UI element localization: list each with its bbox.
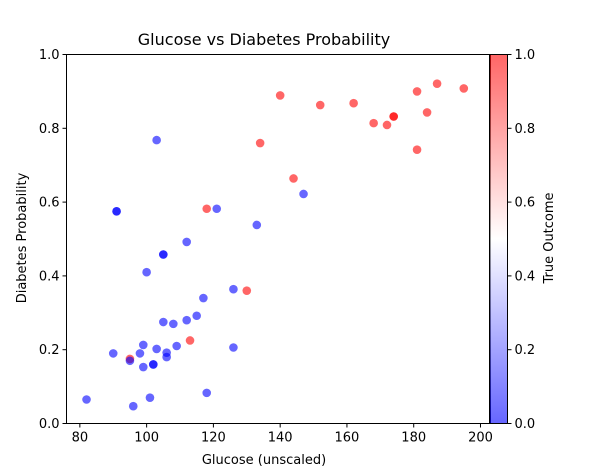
scatter-point [229, 343, 238, 352]
scatter-point [202, 204, 212, 214]
x-tick-label: 180 [401, 431, 426, 446]
x-tick-label: 80 [72, 431, 89, 446]
scatter-point [108, 349, 118, 358]
scatter-point [299, 189, 308, 199]
scatter-point [152, 344, 161, 354]
scatter-point [229, 284, 238, 294]
scatter-point [212, 204, 222, 214]
y-tick-label: 0.8 [39, 122, 60, 137]
scatter-point [128, 401, 138, 411]
colorbar-axis: 0.0 0.2 0.4 0.6 0.8 1.0 [507, 48, 536, 432]
colorbar-tick-label: 1.0 [515, 48, 536, 63]
scatter-point [82, 395, 91, 404]
scatter-point [185, 336, 195, 345]
scatter-point [135, 349, 145, 358]
y-tick-label: 0.2 [39, 343, 60, 358]
scatter-point [162, 348, 171, 357]
scatter-point [412, 87, 422, 96]
y-axis-label: Diabetes Probability [15, 172, 30, 303]
scatter-point [349, 98, 358, 108]
colorbar-tick-label: 0.2 [515, 343, 536, 358]
scatter-point [192, 311, 201, 321]
scatter-point [289, 174, 298, 183]
scatter-point [275, 91, 285, 100]
scatter-point [159, 250, 168, 259]
x-axis: 80 100 120 140 160 180 200 [72, 423, 493, 446]
scatter-point [422, 108, 432, 117]
scatter-point [432, 79, 442, 88]
scatter-point [202, 388, 212, 398]
colorbar-label: True Outcome [542, 192, 557, 284]
x-tick-label: 120 [201, 431, 226, 446]
scatter-point [142, 267, 151, 277]
scatter-point [172, 341, 181, 351]
y-tick-label: 0.0 [39, 417, 60, 432]
y-tick-label: 0.6 [39, 196, 60, 211]
scatter-point [145, 393, 155, 402]
colorbar-tick-label: 0.0 [515, 417, 536, 432]
y-tick-label: 0.4 [39, 269, 60, 284]
scatter-point [125, 356, 135, 366]
scatter-point [459, 84, 469, 93]
scatter-point [315, 100, 325, 110]
scatter-point [138, 340, 148, 350]
scatter-point [159, 317, 168, 327]
scatter-point [182, 315, 191, 325]
x-axis-label: Glucose (unscaled) [202, 453, 326, 468]
x-tick-label: 200 [468, 431, 493, 446]
scatter-point [149, 360, 158, 369]
scatter-point [242, 286, 252, 295]
colorbar-tick-label: 0.4 [515, 269, 536, 284]
chart-title: Glucose vs Diabetes Probability [138, 30, 390, 49]
scatter-point [412, 145, 422, 154]
x-tick-label: 100 [134, 431, 159, 446]
colorbar-tick-label: 0.6 [515, 196, 536, 211]
scatter-point [255, 138, 265, 148]
scatter-point [369, 118, 378, 128]
x-tick-label: 160 [335, 431, 360, 446]
scatter-point [112, 207, 121, 216]
scatter-point [169, 319, 178, 329]
scatter-point [389, 112, 398, 121]
plot-area [82, 79, 469, 411]
colorbar-tick-label: 0.8 [515, 122, 536, 137]
scatter-point [382, 120, 392, 130]
scatter-point [138, 362, 148, 372]
scatter-point [252, 220, 262, 230]
x-tick-label: 140 [268, 431, 293, 446]
scatter-point [182, 237, 191, 247]
colorbar [489, 54, 508, 424]
y-tick-label: 1.0 [39, 48, 60, 63]
scatter-point [152, 135, 161, 145]
y-axis: 0.0 0.2 0.4 0.6 0.8 1.0 [39, 48, 67, 432]
scatter-point [199, 293, 208, 303]
